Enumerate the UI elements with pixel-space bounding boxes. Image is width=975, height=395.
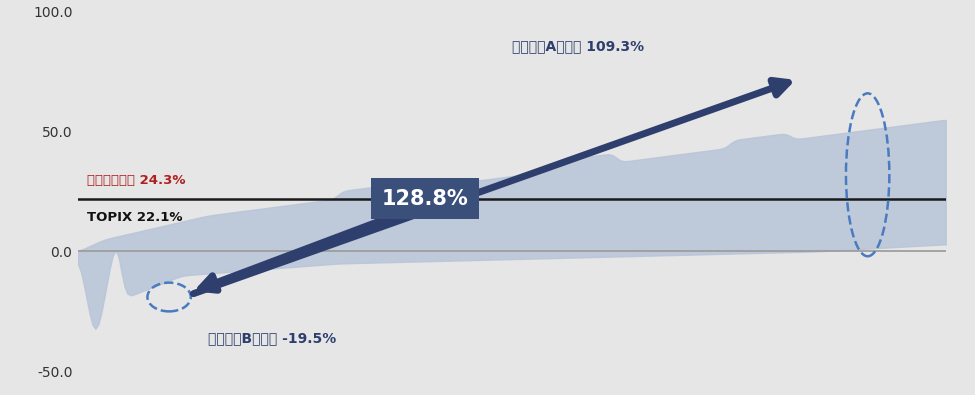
Text: ファンドB：最低 -19.5%: ファンドB：最低 -19.5%	[209, 331, 336, 346]
Text: 128.8%: 128.8%	[382, 189, 468, 209]
Text: TOPIX 22.1%: TOPIX 22.1%	[87, 211, 182, 224]
Text: ファンドA：最高 109.3%: ファンドA：最高 109.3%	[512, 39, 644, 53]
Text: ファンド平均 24.3%: ファンド平均 24.3%	[87, 174, 185, 187]
